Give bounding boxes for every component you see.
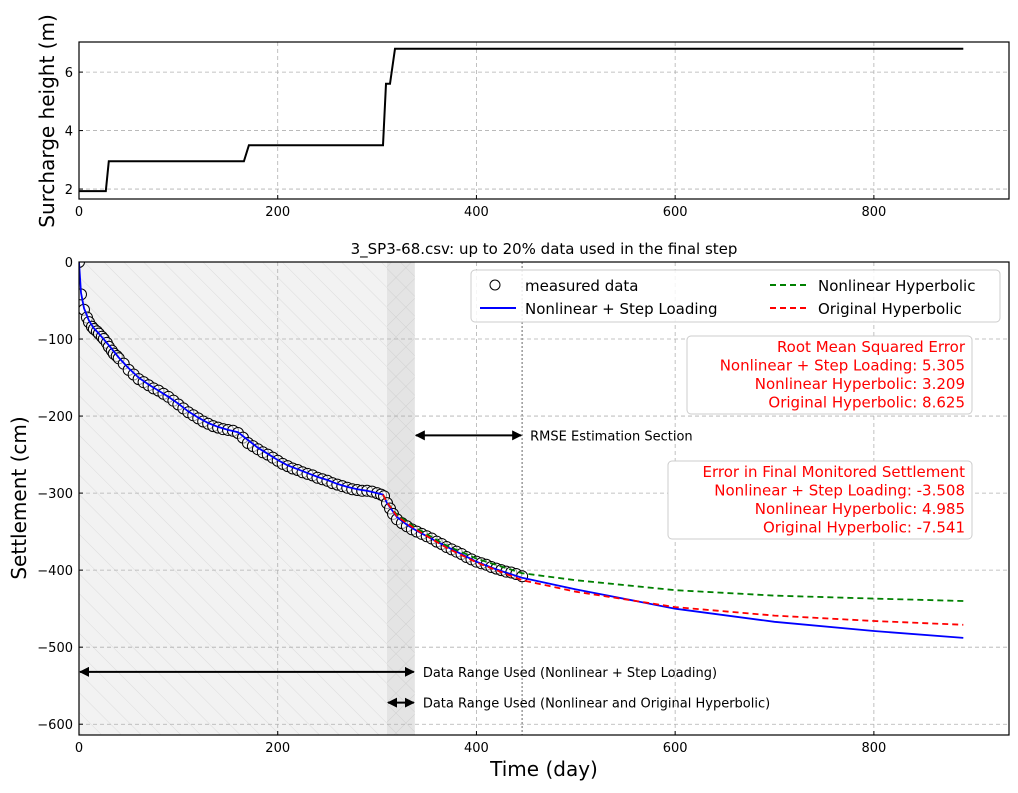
y-tick-label: 6: [65, 66, 73, 81]
legend-label: measured data: [525, 277, 639, 295]
x-tick-label: 800: [861, 741, 886, 756]
info-text: Original Hyperbolic: -7.541: [763, 519, 965, 537]
y-tick-label: 2: [65, 183, 73, 198]
y-tick-label: −100: [37, 333, 73, 348]
info-text: Nonlinear + Step Loading: 5.305: [720, 357, 965, 375]
chart-title: 3_SP3-68.csv: up to 20% data used in the…: [351, 240, 738, 259]
x-tick-label: 0: [75, 205, 83, 220]
surcharge-chart: 0 200 400 600 800 2 4 6 Surcharge height (m): [35, 14, 1010, 228]
x-tick-label: 200: [265, 741, 290, 756]
info-text: Original Hyperbolic: 8.625: [768, 394, 965, 412]
y-axis-label: Surcharge height (m): [35, 14, 59, 228]
y-tick-label: −200: [37, 410, 73, 425]
x-tick-label: 600: [663, 741, 688, 756]
annotation-text: Data Range Used (Nonlinear and Original …: [423, 697, 770, 712]
info-text: Nonlinear Hyperbolic: 4.985: [755, 500, 965, 518]
rmse-box: [686, 335, 973, 415]
legend-label: Original Hyperbolic: [818, 300, 962, 318]
legend-label: Nonlinear + Step Loading: [525, 300, 718, 318]
y-tick-label: −400: [37, 564, 73, 579]
plot-area: [79, 262, 964, 639]
x-axis-label: Time (day): [489, 757, 598, 781]
y-tick-label: −300: [37, 487, 73, 502]
annotation-text: RMSE Estimation Section: [530, 429, 693, 444]
measured-data-point: [79, 262, 85, 268]
series-line-original-hyperbolic: [382, 494, 964, 626]
y-tick-label: 4: [65, 125, 73, 140]
x-tick-label: 400: [464, 741, 489, 756]
y-tick-label: −500: [37, 641, 73, 656]
x-tick-label: 600: [663, 205, 688, 220]
x-tick-label: 400: [464, 205, 489, 220]
y-tick-label: 0: [65, 256, 73, 271]
legend-label: Nonlinear Hyperbolic: [818, 277, 975, 295]
legend: [470, 269, 1001, 323]
info-text: Nonlinear + Step Loading: -3.508: [714, 482, 965, 500]
x-tick-label: 800: [861, 205, 886, 220]
shaded-region: [387, 262, 415, 735]
info-text: Root Mean Squared Error: [777, 338, 966, 356]
settlement-chart: 0 200 400 600 800 0 −100 −200 −300 −400 −500 −600 RM…: [7, 240, 1010, 781]
info-text: Error in Final Monitored Settlement: [703, 463, 966, 481]
series-line-nonlinear-step-loading: [79, 262, 964, 639]
error-box: [667, 460, 973, 540]
axes-frame: [78, 41, 1010, 200]
annotation-text: Data Range Used (Nonlinear + Step Loadin…: [423, 666, 717, 681]
surcharge-line: [79, 47, 964, 193]
shaded-region: [79, 262, 388, 735]
y-tick-label: −600: [37, 718, 73, 733]
x-tick-label: 0: [75, 741, 83, 756]
y-axis-label: Settlement (cm): [7, 416, 31, 579]
legend-marker: [489, 279, 501, 291]
axes-frame: [78, 261, 1010, 736]
info-text: Nonlinear Hyperbolic: 3.209: [755, 375, 965, 393]
x-tick-label: 200: [265, 205, 290, 220]
